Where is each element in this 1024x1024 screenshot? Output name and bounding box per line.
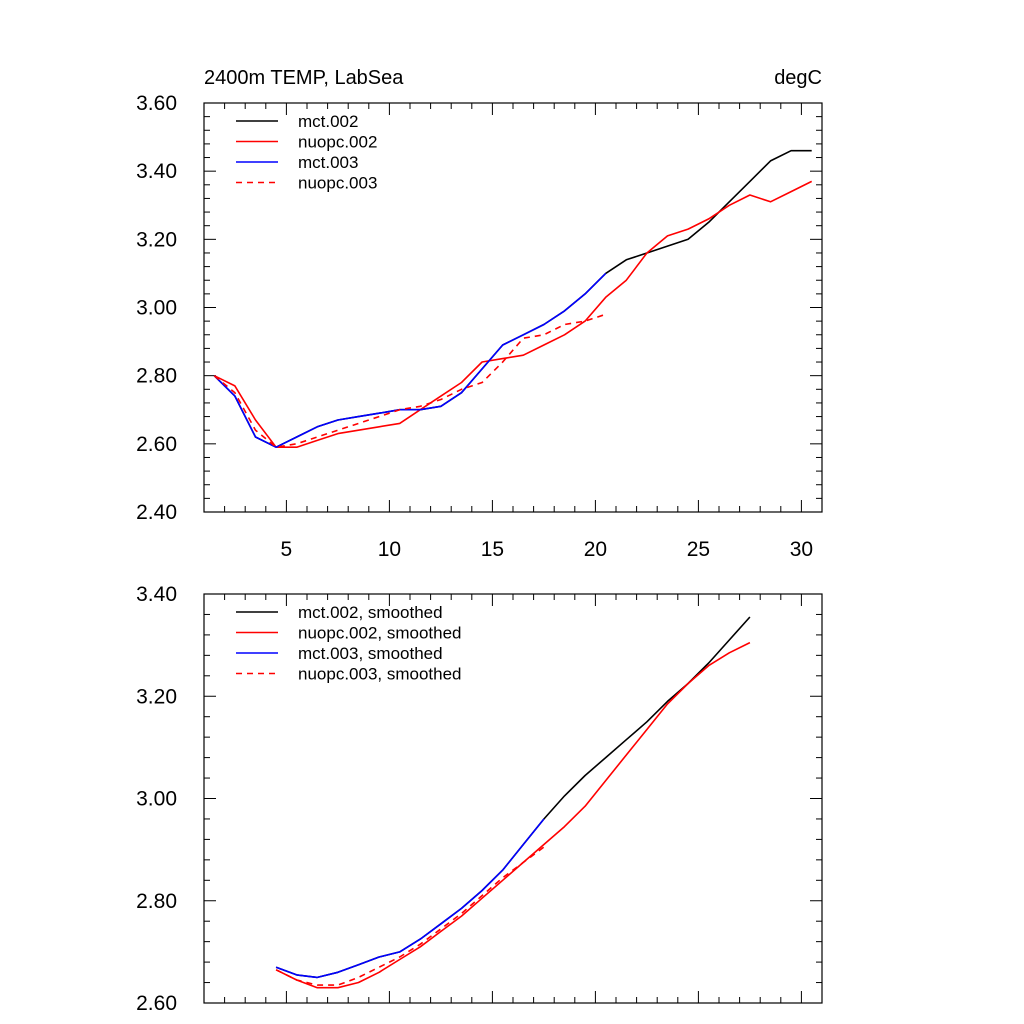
y-tick-label: 3.20: [136, 685, 177, 708]
chart-units: degC: [774, 67, 822, 89]
y-tick-label: 2.80: [136, 890, 177, 913]
y-tick-label: 2.60: [136, 433, 177, 456]
y-tick-label: 3.00: [136, 297, 177, 320]
plot-frame: [203, 102, 823, 513]
bottom-chart-panel: 2.60 2.80 3.00 3.20 3.40 mct.002, smoothed nuo…: [136, 583, 823, 1015]
x-tick-label: 5: [281, 538, 293, 561]
legend-label-nuopc-002: nuopc.002: [298, 133, 377, 152]
series-line-mct-003: [213, 272, 607, 449]
x-tick-label: 30: [790, 538, 813, 561]
series-line-mct-003-smoothed: [275, 818, 545, 979]
x-tick-label: 20: [584, 538, 607, 561]
y-tick-label: 3.40: [136, 160, 177, 183]
legend-label-mct-003-smoothed: mct.003, smoothed: [298, 644, 443, 663]
legend-label-nuopc-003: nuopc.003: [298, 174, 377, 193]
x-tick-label: 15: [481, 538, 504, 561]
series-line-nuopc-002: [213, 180, 813, 449]
legend-label-mct-002-smoothed: mct.002, smoothed: [298, 603, 443, 622]
y-tick-label: 3.40: [136, 583, 177, 606]
legend-label-mct-003: mct.003: [298, 153, 358, 172]
chart-title: 2400m TEMP, LabSea: [204, 67, 404, 89]
y-tick-label: 2.40: [136, 501, 177, 524]
legend-label-mct-002: mct.002: [298, 112, 358, 131]
y-tick-label: 3.20: [136, 228, 177, 251]
top-chart-panel: 2.40 2.60 2.80 3.00 3.20 3.40 3.60 5 10 15 20 25 30 m…: [136, 92, 823, 561]
series-line-nuopc-003-smoothed: [275, 846, 545, 986]
series-line-nuopc-002-smoothed: [275, 641, 751, 989]
y-tick-label: 3.00: [136, 788, 177, 811]
y-tick-label: 3.60: [136, 92, 177, 115]
y-tick-label: 2.60: [136, 992, 177, 1015]
series-line-nuopc-003: [213, 313, 606, 449]
x-tick-label: 10: [378, 538, 401, 561]
x-tick-label: 25: [687, 538, 710, 561]
plot-frame: [203, 593, 823, 1004]
legend-label-nuopc-002-smoothed: nuopc.002, smoothed: [298, 624, 462, 643]
series-line-mct-002: [213, 149, 812, 449]
legend-label-nuopc-003-smoothed: nuopc.003, smoothed: [298, 665, 462, 684]
y-tick-label: 2.80: [136, 365, 177, 388]
